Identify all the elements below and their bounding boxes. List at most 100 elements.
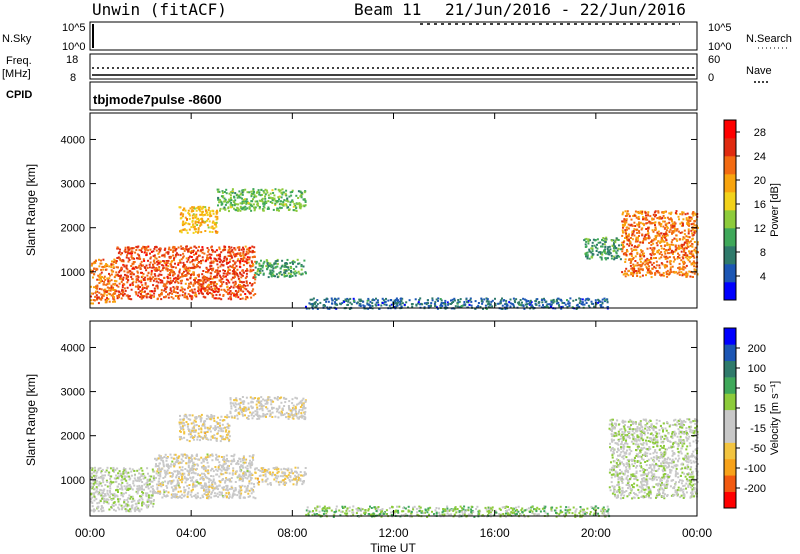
power-echo-cell — [675, 234, 678, 237]
power-ylabel: Slant Range [km] — [24, 164, 38, 256]
velocity-echo-cell — [210, 435, 213, 438]
power-echo-cell — [149, 261, 152, 264]
power-echo-cell — [610, 257, 613, 260]
velocity-echo-cell — [124, 504, 127, 507]
power-echo-cell — [195, 251, 198, 254]
velocity-echo-cell — [235, 470, 238, 473]
power-echo-cell — [124, 289, 127, 292]
power-echo-cell — [137, 276, 140, 279]
velocity-echo-cell — [225, 484, 228, 487]
power-echo-cell — [242, 254, 245, 257]
power-echo-cell — [218, 201, 221, 204]
power-echo-cell — [95, 294, 98, 297]
velocity-echo-cell — [160, 459, 163, 462]
power-echo-cell — [678, 247, 681, 250]
power-echo-cell — [285, 275, 287, 277]
power-echo-cell — [182, 209, 185, 212]
power-echo-cell — [661, 253, 663, 256]
power-echo-cell — [204, 289, 207, 292]
power-echo-cell — [169, 272, 171, 274]
power-echo-cell — [174, 281, 177, 284]
power-echo-cell — [122, 294, 124, 297]
velocity-echo-cell — [196, 492, 199, 495]
power-echo-cell — [325, 297, 328, 300]
power-echo-cell — [283, 275, 286, 278]
power-echo-cell — [197, 279, 200, 282]
velocity-echo-cell — [150, 475, 153, 478]
power-echo-cell — [591, 252, 594, 255]
power-echo-cell — [134, 285, 137, 288]
power-echo-cell — [152, 255, 155, 258]
velocity-echo-cell — [160, 468, 163, 471]
power-echo-cell — [624, 229, 627, 232]
power-echo-cell — [377, 301, 379, 304]
power-echo-cell — [678, 238, 681, 241]
velocity-echo-cell — [200, 461, 203, 464]
power-echo-cell — [200, 260, 202, 262]
velocity-echo-cell — [130, 470, 133, 473]
power-echo-cell — [212, 289, 215, 292]
power-echo-cell — [656, 217, 659, 220]
power-echo-cell — [537, 301, 540, 304]
power-echo-cell — [671, 220, 673, 223]
power-echo-cell — [200, 285, 203, 288]
power-echo-cell — [666, 260, 669, 263]
power-echo-cell — [203, 287, 206, 290]
power-echo-cell — [241, 189, 244, 192]
velocity-echo-cell — [189, 469, 191, 472]
power-echo-cell — [249, 270, 252, 273]
power-echo-cell — [642, 252, 645, 255]
power-echo-cell — [305, 272, 307, 275]
power-echo-cell — [110, 273, 113, 276]
power-echo-cell — [618, 244, 620, 247]
power-echo-cell — [296, 258, 299, 261]
power-echo-cell — [94, 291, 97, 294]
power-echo-cell — [201, 287, 204, 290]
power-echo-cell — [693, 241, 696, 243]
power-echo-cell — [220, 251, 223, 254]
power-echo-cell — [673, 221, 676, 224]
power-echo-cell — [469, 297, 472, 300]
power-echo-cell — [663, 250, 666, 253]
velocity-echo-cell — [146, 500, 149, 503]
power-echo-cell — [265, 189, 268, 192]
power-echo-cell — [686, 242, 689, 245]
velocity-echo-cell — [124, 475, 127, 478]
power-echo-cell — [185, 269, 188, 272]
power-echo-cell — [172, 279, 175, 282]
power-echo-cell — [237, 208, 240, 211]
velocity-echo-cell — [210, 496, 213, 499]
power-ytick-label: 2000 — [61, 223, 85, 235]
velocity-echo-cell — [165, 463, 168, 466]
power-echo-cell — [244, 245, 247, 248]
power-echo-cell — [527, 300, 530, 302]
power-echo-cell — [274, 275, 276, 278]
power-echo-cell — [184, 294, 186, 297]
power-echo-cell — [274, 199, 277, 202]
power-echo-cell — [251, 251, 254, 254]
power-echo-cell — [188, 214, 191, 217]
power-echo-cell — [693, 265, 696, 268]
power-echo-cell — [658, 221, 661, 224]
power-echo-cell — [137, 288, 140, 290]
velocity-echo-cell — [154, 457, 156, 460]
power-echo-cell — [119, 253, 122, 256]
power-echo-cell — [132, 280, 135, 283]
power-echo-cell — [634, 264, 637, 267]
power-echo-region — [621, 210, 699, 279]
velocity-echo-cell — [100, 494, 103, 497]
power-echo-cell — [662, 215, 665, 217]
power-echo-cell — [96, 290, 99, 293]
power-echo-cell — [250, 260, 253, 263]
velocity-echo-cell — [220, 466, 223, 469]
velocity-echo-cell — [110, 506, 113, 509]
power-echo-cell — [678, 273, 681, 276]
velocity-echo-cell — [231, 473, 234, 476]
power-echo-cell — [696, 226, 699, 229]
power-echo-cell — [606, 251, 609, 254]
power-echo-cell — [192, 258, 194, 261]
velocity-echo-cell — [120, 487, 123, 490]
power-echo-cell — [585, 245, 588, 248]
power-echo-cell — [145, 252, 148, 255]
